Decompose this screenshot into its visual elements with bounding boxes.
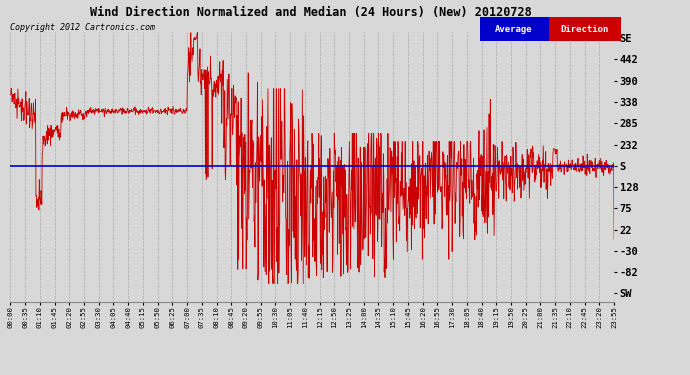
Text: Wind Direction Normalized and Median (24 Hours) (New) 20120728: Wind Direction Normalized and Median (24… bbox=[90, 6, 531, 19]
Text: Direction: Direction bbox=[560, 25, 609, 34]
Text: Copyright 2012 Cartronics.com: Copyright 2012 Cartronics.com bbox=[10, 22, 155, 32]
Text: Average: Average bbox=[495, 25, 533, 34]
